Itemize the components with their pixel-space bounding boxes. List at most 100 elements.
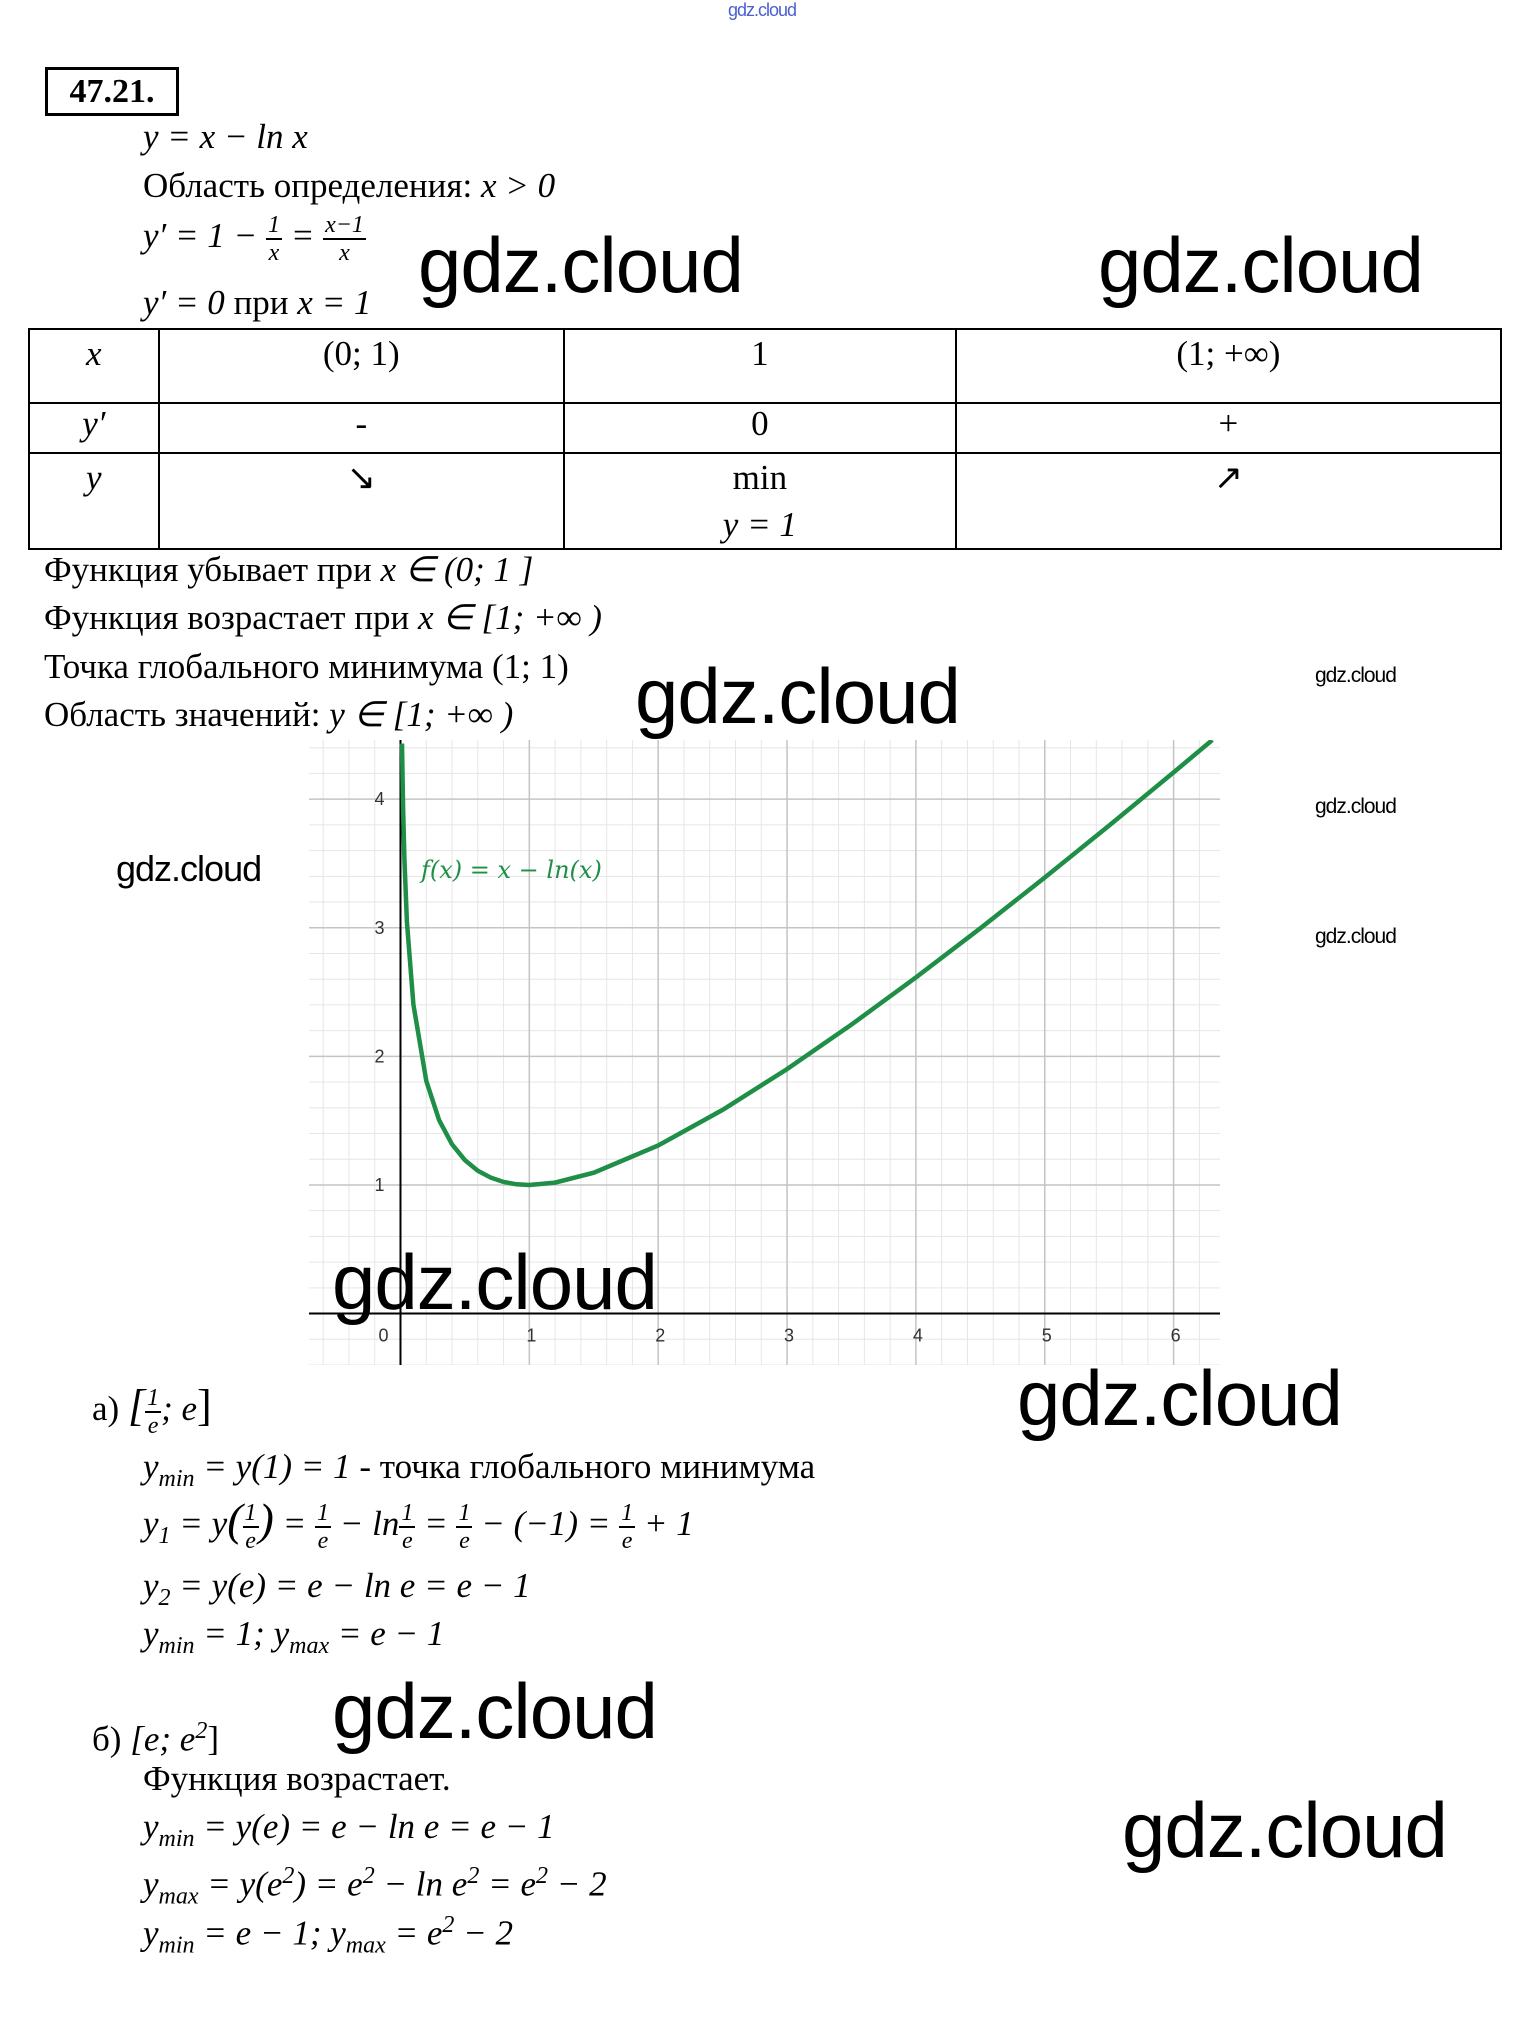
table-cell: - [157, 402, 565, 454]
numerator: 1 [399, 1500, 416, 1528]
derivative-lhs: y′ = 1 − [143, 216, 266, 256]
subscript: 2 [158, 1585, 171, 1611]
problem-number: 47.21. [45, 67, 179, 116]
watermark: gdz.cloud [116, 848, 262, 889]
math: [e; e [130, 1719, 196, 1759]
part-a-header: а) [1 e; e] [92, 1384, 212, 1439]
bracket: [ [127, 1381, 146, 1431]
math: − 2 [547, 1864, 607, 1904]
math: ) = e [294, 1864, 363, 1904]
denominator: e [402, 1528, 413, 1554]
subscript: min [158, 1466, 195, 1492]
math: = y(e [198, 1864, 283, 1904]
math: y [143, 1913, 159, 1953]
subscript: max [158, 1883, 199, 1910]
numerator: x−1 [323, 212, 366, 240]
table-row: y ↘ min y = 1 ↗ [28, 452, 1503, 550]
table-cell: 1 [562, 328, 957, 404]
math: = y(1) = 1 [194, 1447, 351, 1486]
part-a-line: y2 = y(e) = e − ln e = e − 1 [143, 1566, 531, 1618]
domain-line: Область определения: x > 0 [143, 166, 555, 206]
math: − 2 [454, 1913, 514, 1953]
math: = y [170, 1504, 228, 1544]
watermark: gdz.cloud [418, 221, 744, 309]
x-tick-label: 0 [378, 1326, 388, 1346]
conclusion-line: Функция убывает при x ∈ (0; 1 ] [44, 550, 533, 590]
label: а) [92, 1389, 128, 1429]
table-cell: y [28, 452, 160, 550]
watermark: gdz.cloud [1315, 664, 1397, 687]
paren: ) [258, 1494, 274, 1546]
x-tick-label: 5 [1042, 1326, 1052, 1346]
denominator: x [339, 240, 350, 266]
y-tick-label: 4 [374, 789, 384, 809]
table-cell: x [28, 328, 160, 404]
x-tick-label: 3 [784, 1326, 794, 1346]
watermark: gdz.cloud [1315, 795, 1397, 818]
denominator: e [317, 1528, 329, 1554]
y-tick-label: 3 [374, 918, 384, 938]
superscript: 2 [467, 1863, 480, 1889]
watermark: gdz.cloud [635, 652, 961, 740]
table-cell: 0 [562, 402, 957, 454]
table-cell: + [954, 402, 1503, 454]
superscript: 2 [535, 1863, 548, 1889]
math: − ln e [374, 1864, 468, 1904]
subscript: min [158, 1932, 195, 1959]
math: y [143, 1614, 159, 1653]
numerator: 1 [314, 1500, 331, 1528]
sign-table: x (0; 1) 1 (1; +∞) y′ - 0 + y ↘ min y = 1… [28, 328, 1503, 550]
watermark: gdz.cloud [332, 1667, 658, 1755]
watermark: gdz.cloud [1122, 1786, 1448, 1874]
math: y [143, 1447, 159, 1486]
superscript: 2 [282, 1863, 295, 1889]
math: = e [385, 1913, 443, 1953]
watermark: gdz.cloud [1098, 221, 1424, 309]
text: - точка глобального минимума [350, 1447, 816, 1486]
table-row: x (0; 1) 1 (1; +∞) [28, 328, 1503, 404]
math: ; e [161, 1389, 198, 1429]
superscript: 2 [442, 1912, 455, 1938]
numerator: 1 [619, 1500, 636, 1528]
part-b-text: Функция возрастает. [143, 1759, 451, 1798]
math: = e [479, 1864, 536, 1904]
x-tick-label: 2 [655, 1326, 665, 1346]
major-grid [309, 740, 1220, 1365]
watermark: gdz.cloud [332, 1238, 658, 1326]
conclusion-line: Точка глобального минимума (1; 1) [44, 647, 569, 687]
math: ] [207, 1719, 219, 1759]
axes [309, 740, 1220, 1365]
text: Функция возрастает при [44, 598, 418, 637]
text: Функция убывает при [44, 550, 381, 589]
part-b-line: ymin = y(e) = e − ln e = e − 1 [143, 1807, 555, 1859]
bracket: ] [197, 1381, 212, 1431]
y-tick-label: 2 [374, 1046, 384, 1066]
math: y [143, 1807, 159, 1846]
part-a-line: ymin = 1; ymax = e − 1 [143, 1614, 444, 1666]
min-label: min [732, 458, 788, 497]
math: = y(e) = e − ln e = e − 1 [194, 1807, 555, 1846]
text: Область значений: [44, 695, 330, 734]
math: = [273, 1504, 315, 1544]
math: (1; 1) [492, 647, 569, 686]
label: б) [92, 1719, 131, 1759]
conclusion-line: Область значений: y ∈ [1; +∞ ) [44, 695, 513, 735]
function-line: y = x − ln x [143, 117, 308, 156]
table-cell: (0; 1) [157, 328, 565, 404]
math: + 1 [635, 1504, 694, 1544]
table-cell: (1; +∞) [954, 328, 1503, 404]
watermark: gdz.cloud [1017, 1354, 1343, 1442]
math: = y(e) = e − ln e = e − 1 [170, 1566, 531, 1605]
function-graph: 0 1 2 3 4 5 6 1 2 3 4 f(x) = x − ln(x) [309, 740, 1220, 1365]
superscript: 2 [195, 1718, 208, 1744]
math: x = 1 [297, 283, 372, 322]
table-cell: min y = 1 [562, 452, 957, 550]
text: Точка глобального минимума [44, 647, 493, 686]
numerator: 1 [242, 1500, 259, 1528]
numerator: 1 [456, 1500, 473, 1528]
